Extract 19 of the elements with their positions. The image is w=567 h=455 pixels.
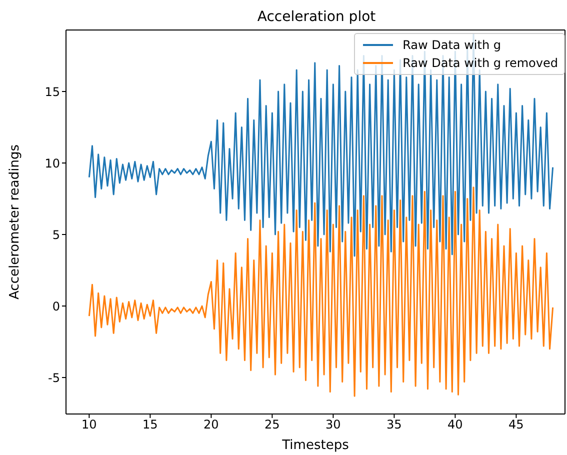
x-tick-label: 10 — [82, 418, 97, 432]
line-series — [88, 186, 554, 397]
x-tick-label: 45 — [508, 418, 524, 432]
x-tick-label: 40 — [448, 418, 463, 432]
chart-title: Acceleration plot — [256, 8, 377, 26]
y-tick-label: 5 — [52, 228, 60, 242]
x-tick-label: 20 — [204, 418, 219, 432]
y-tick-label: -5 — [48, 370, 60, 385]
legend-label: Raw Data with g removed — [402, 56, 558, 70]
y-tick-label: 15 — [44, 84, 60, 99]
y-tick-label: 10 — [44, 156, 60, 170]
y-axis-title: Accelerometer readings — [8, 144, 23, 300]
legend-label: Raw Data with g — [402, 38, 501, 52]
y-tick-label: 0 — [52, 299, 60, 314]
x-tick-label: 15 — [142, 418, 158, 432]
x-tick-label: 35 — [386, 418, 402, 432]
x-tick-label: 30 — [326, 418, 341, 432]
x-axis-title: Timesteps — [281, 438, 350, 453]
x-tick-label: 25 — [264, 418, 280, 432]
